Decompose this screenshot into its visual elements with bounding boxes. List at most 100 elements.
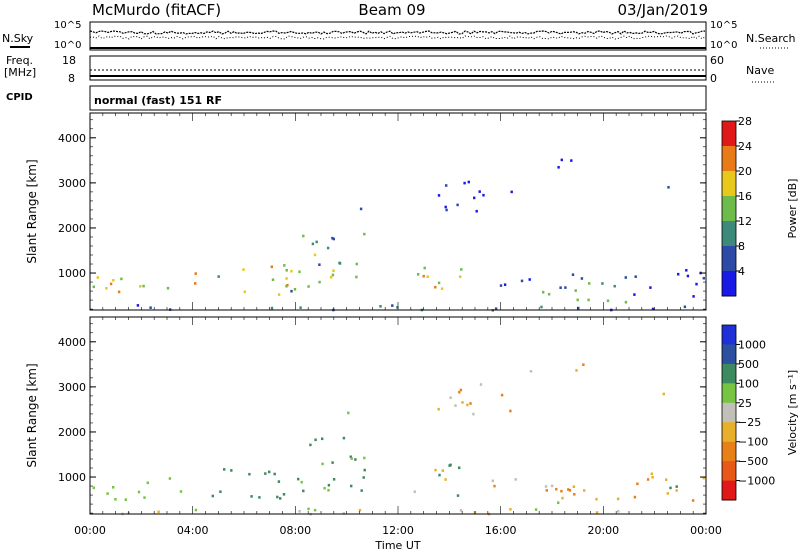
power-cell (285, 284, 288, 288)
power-ytick-label: 1000 (58, 267, 86, 280)
velocity-cell (568, 489, 572, 492)
power-cell (460, 268, 463, 271)
station-title: McMurdo (fitACF) (92, 1, 221, 19)
power-cell (326, 246, 330, 250)
power-colorbar-label: Power [dB] (786, 179, 799, 239)
velocity-cell (438, 473, 441, 477)
power-cell (499, 284, 503, 287)
power-cell (624, 276, 627, 279)
velocity-cell (179, 490, 183, 493)
cpid-value: normal (fast) 151 RF (94, 94, 222, 107)
velocity-cell (583, 489, 586, 492)
time-tick-label: 00:00 (74, 524, 106, 537)
velocity-cell (309, 443, 312, 447)
velocity-cell (595, 511, 599, 514)
velocity-cell (168, 477, 172, 480)
power-cell (695, 282, 698, 286)
power-colorbar-tick: 12 (738, 215, 752, 228)
power-cell (685, 269, 688, 272)
power-cell (478, 190, 481, 193)
power-colorbar-tick: 8 (738, 240, 745, 253)
velocity-cell (313, 508, 317, 512)
power-cell (475, 209, 478, 213)
power-cell (285, 269, 288, 272)
power-cell (149, 306, 152, 309)
power-cell (459, 275, 462, 278)
power-cell (463, 181, 466, 185)
nsky-trace (89, 30, 706, 35)
velocity-cell (617, 510, 620, 513)
power-cell (437, 194, 441, 197)
power-cell (445, 184, 448, 187)
power-cell (331, 273, 335, 277)
velocity-ytick-label: 1000 (58, 471, 86, 484)
power-cell (633, 293, 636, 296)
power-cell (391, 304, 394, 307)
velocity-cell (575, 369, 578, 372)
power-ylabel: Slant Range [km] (25, 159, 39, 263)
power-cell (298, 270, 301, 274)
velocity-cell (509, 409, 512, 413)
velocity-cell (350, 457, 353, 460)
power-cell (243, 290, 246, 294)
velocity-cell (248, 472, 251, 476)
power-cell (109, 282, 113, 286)
velocity-cell (106, 492, 109, 495)
nave-label: Nave (746, 64, 774, 77)
velocity-cell (298, 510, 301, 513)
nsearch-tick-top: 10^5 (710, 20, 737, 31)
velocity-cell (354, 458, 357, 461)
velocity-cell (459, 509, 463, 512)
power-cell (557, 166, 560, 169)
velocity-ytick-label: 3000 (58, 381, 86, 394)
velocity-cell (279, 497, 282, 500)
power-cell (396, 306, 399, 309)
power-colorbar-swatch (722, 221, 736, 247)
power-cell (299, 306, 302, 309)
nave-tick-top: 60 (710, 54, 724, 67)
velocity-colorbar-swatch (722, 402, 736, 423)
power-cell (96, 276, 99, 279)
velocity-cell (331, 461, 334, 464)
velocity-cell (350, 484, 353, 488)
power-colorbar-swatch (722, 271, 736, 297)
nsky-tick-bottom: 10^0 (54, 40, 81, 51)
power-colorbar-tick: 24 (738, 140, 752, 153)
velocity-cell (555, 487, 558, 491)
velocity-cell (650, 472, 653, 476)
nsky-panel: N.Sky 10^5 10^0 10^5 10^0 N.Search (2, 20, 796, 51)
velocity-cell (437, 407, 440, 411)
velocity-colorbar-tick: 100 (738, 377, 759, 390)
velocity-cell (448, 464, 451, 467)
power-cell (445, 208, 448, 212)
power-cell (331, 236, 334, 240)
power-cell (379, 305, 382, 308)
velocity-cell (509, 508, 512, 511)
power-cell (473, 196, 476, 200)
velocity-cell (434, 468, 437, 472)
velocity-cell (314, 438, 317, 442)
power-cell (440, 287, 444, 290)
power-cell (329, 276, 333, 279)
velocity-cell (321, 437, 324, 441)
velocity-cell (157, 510, 160, 514)
velocity-colorbar-swatch (722, 480, 736, 501)
power-cell (503, 283, 507, 286)
velocity-cell (342, 436, 346, 440)
velocity-cell (469, 402, 472, 405)
velocity-cell (441, 469, 444, 472)
velocity-colorbar-tick: 500 (738, 358, 759, 371)
power-cell (307, 285, 310, 288)
velocity-cell (500, 393, 504, 397)
velocity-ylabel: Slant Range [km] (25, 363, 39, 467)
velocity-cell (363, 456, 366, 460)
time-tick-label: 16:00 (485, 524, 517, 537)
velocity-cell (691, 499, 695, 502)
power-cell (290, 269, 293, 273)
freq-label-1: Freq. (6, 54, 33, 67)
velocity-cell (137, 490, 141, 494)
power-cell (482, 193, 485, 197)
power-cell (338, 262, 342, 265)
velocity-cell (264, 472, 267, 475)
